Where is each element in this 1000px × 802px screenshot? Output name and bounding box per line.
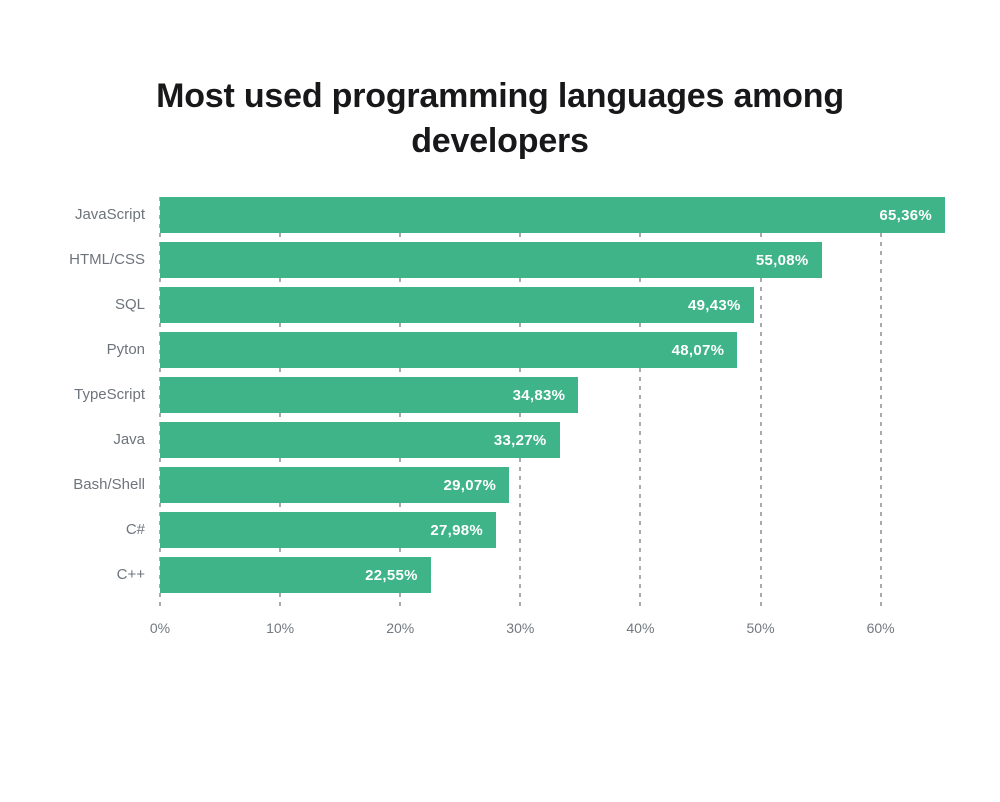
- x-tick-label: 20%: [386, 620, 415, 636]
- x-axis: 0% 10% 20% 30% 40% 50% 60%: [150, 593, 945, 649]
- bar: 33,27%: [160, 422, 560, 458]
- bar-row: HTML/CSS 55,08%: [25, 242, 945, 278]
- bar-track: 27,98%: [160, 512, 945, 548]
- bar-row: Pyton 48,07%: [25, 332, 945, 368]
- x-tick-label: 10%: [266, 620, 295, 636]
- x-tick-label: 40%: [626, 620, 655, 636]
- chart-title-line-1: Most used programming languages among: [156, 77, 844, 115]
- category-label: SQL: [114, 296, 145, 313]
- bar-track: 29,07%: [160, 467, 945, 503]
- bar: 34,83%: [160, 377, 579, 413]
- value-label: 55,08%: [755, 251, 809, 269]
- bar-row: TypeScript 34,83%: [25, 377, 945, 413]
- bar-track: 48,07%: [160, 332, 945, 368]
- bar: 48,07%: [160, 332, 738, 368]
- bar-row: SQL 49,43%: [25, 287, 945, 323]
- bar-row: Bash/Shell 29,07%: [25, 467, 945, 503]
- bar: 49,43%: [160, 287, 754, 323]
- value-label: 65,36%: [879, 206, 932, 224]
- category-label: Bash/Shell: [73, 476, 145, 493]
- x-tick-label: 0%: [149, 620, 171, 636]
- category-label: TypeScript: [74, 386, 145, 403]
- bar-row: JavaScript 65,36%: [25, 197, 945, 233]
- value-label: 29,07%: [443, 476, 497, 494]
- chart-title: Most used programming languages among dev…: [50, 74, 950, 164]
- bar: 55,08%: [160, 242, 822, 278]
- gridline: [639, 197, 642, 608]
- value-label: 48,07%: [671, 341, 725, 359]
- category-label: C#: [125, 521, 145, 538]
- bar-track: 55,08%: [160, 242, 945, 278]
- x-tick-label: 60%: [866, 620, 895, 636]
- bar-row: Java 33,27%: [25, 422, 945, 458]
- gridline: [879, 197, 882, 608]
- bar: 65,36%: [160, 197, 945, 233]
- bar-track: 49,43%: [160, 287, 945, 323]
- plot-area: JavaScript 65,36% HTML/CSS 55,08% SQL 49,43% P…: [25, 197, 945, 608]
- bar-chart: JavaScript 65,36% HTML/CSS 55,08% SQL 49,43% P…: [25, 197, 945, 649]
- bar: 22,55%: [160, 557, 431, 593]
- category-label: JavaScript: [74, 206, 145, 223]
- category-label: C++: [116, 566, 145, 583]
- bar: 27,98%: [160, 512, 497, 548]
- bar-track: 33,27%: [160, 422, 945, 458]
- bar-track: 34,83%: [160, 377, 945, 413]
- bar-row: C++ 22,55%: [25, 557, 945, 593]
- bar: 29,07%: [160, 467, 510, 503]
- category-label: HTML/CSS: [69, 251, 145, 268]
- value-label: 34,83%: [512, 386, 566, 404]
- bar-track: 65,36%: [160, 197, 945, 233]
- x-tick-label: 50%: [746, 620, 775, 636]
- bar-track: 22,55%: [160, 557, 945, 593]
- bar-rows: JavaScript 65,36% HTML/CSS 55,08% SQL 49,43% P…: [25, 197, 945, 593]
- gridline: [759, 197, 762, 608]
- value-label: 22,55%: [365, 566, 418, 584]
- x-tick-label: 30%: [506, 620, 535, 636]
- category-label: Pyton: [106, 341, 145, 358]
- value-label: 49,43%: [687, 296, 741, 314]
- value-label: 33,27%: [493, 431, 547, 449]
- category-label: Java: [113, 431, 145, 448]
- value-label: 27,98%: [430, 521, 484, 539]
- bar-row: C# 27,98%: [25, 512, 945, 548]
- chart-title-line-2: developers: [411, 122, 589, 160]
